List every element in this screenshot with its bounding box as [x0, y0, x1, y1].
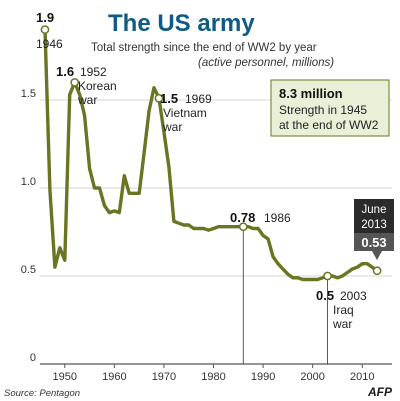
- x-tick-label-2010: 2010: [350, 371, 374, 383]
- x-axis-ticks: 1950 1960 1970 1980 1990 2000 2010: [53, 364, 374, 383]
- annotation-label-iraq-1: Iraq: [333, 303, 354, 317]
- annotation-label-korean-year: 1952: [80, 65, 107, 79]
- callout-june-2013: June 2013 0.53: [354, 199, 394, 260]
- y-tick-label-0: 0: [30, 352, 36, 364]
- marker-iraq: [323, 271, 332, 281]
- y-axis-ticks: 0 0.5 1.0 1.5: [21, 88, 36, 364]
- annotation-label-vietnam-2: war: [162, 120, 182, 134]
- info-box-line1: Strength in 1945: [279, 103, 367, 117]
- marker-vietnam: [154, 93, 164, 103]
- annotation-value-1946: 1.9: [36, 10, 54, 25]
- annotation-label-korean-1: Korean: [78, 79, 117, 93]
- annotation-leaders: [242, 226, 328, 364]
- annotation-label-1946: 1946: [36, 37, 63, 51]
- info-box-background: [270, 79, 390, 137]
- callout-value-background: [354, 233, 394, 251]
- annotation-label-vietnam-year: 1969: [185, 92, 212, 106]
- y-tick-label-1.5: 1.5: [21, 88, 36, 100]
- chart-title: The US army: [108, 10, 255, 37]
- info-box-line2: at the end of WW2: [279, 118, 379, 132]
- callout-year: 2013: [361, 219, 387, 231]
- annotation-markers: [40, 25, 382, 281]
- annotation-value-iraq: 0.5: [316, 288, 334, 303]
- callout-month: June: [362, 204, 387, 216]
- annotation-value-vietnam: 1.5: [160, 91, 178, 106]
- chart-subtitle-units: (active personnel, millions): [198, 57, 334, 69]
- x-tick-label-2000: 2000: [300, 371, 324, 383]
- callout-background: [354, 199, 394, 233]
- x-tick-label-1950: 1950: [53, 371, 77, 383]
- afp-logo: AFP: [367, 385, 393, 399]
- annotation-label-1986: 1986: [264, 211, 291, 225]
- chart-subtitle: Total strength since the end of WW2 by y…: [91, 42, 317, 54]
- marker-1946: [40, 25, 50, 34]
- marker-korean: [70, 78, 80, 87]
- callout-pointer: [372, 251, 382, 260]
- annotation-value-1986: 0.78: [230, 210, 255, 225]
- annotation-label-korean-2: war: [77, 93, 97, 107]
- series-line-army-strength: [43, 27, 379, 282]
- annotation-label-vietnam-1: Vietnam: [163, 106, 207, 120]
- marker-1986: [238, 222, 248, 232]
- x-tick-label-1970: 1970: [152, 371, 176, 383]
- annotation-value-korean: 1.6: [56, 64, 74, 79]
- x-tick-label-1990: 1990: [251, 371, 275, 383]
- source-note: Source: Pentagon: [4, 388, 80, 399]
- annotation-label-iraq-year: 2003: [340, 289, 367, 303]
- info-box-value: 8.3 million: [279, 86, 343, 101]
- info-box: 8.3 million Strength in 1945 at the end …: [270, 79, 390, 137]
- y-tick-label-0.5: 0.5: [21, 264, 36, 276]
- x-tick-label-1960: 1960: [102, 371, 126, 383]
- marker-june-2013: [372, 266, 382, 276]
- y-tick-label-1.0: 1.0: [21, 176, 36, 188]
- callout-value: 0.53: [361, 235, 386, 250]
- annotation-label-iraq-2: war: [332, 317, 352, 331]
- x-tick-label-1980: 1980: [201, 371, 225, 383]
